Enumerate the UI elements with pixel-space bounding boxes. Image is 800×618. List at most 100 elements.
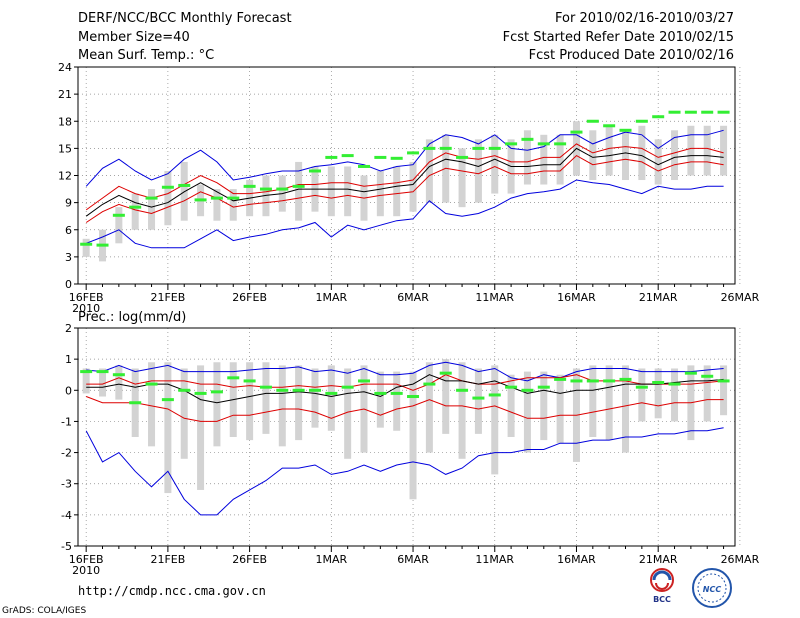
prec-observed-mark bbox=[505, 385, 518, 389]
temp-spread-box bbox=[622, 130, 629, 181]
prec-xtick-label: 21FEB bbox=[150, 553, 185, 566]
temp-spread-box bbox=[425, 139, 433, 203]
prec-observed-mark bbox=[341, 385, 354, 389]
temp-spread-box bbox=[523, 130, 531, 185]
prec-spread-box bbox=[311, 368, 319, 428]
temp-observed-mark bbox=[456, 155, 469, 159]
temp-spread-box bbox=[393, 166, 401, 217]
temp-ytick-label: 9 bbox=[65, 197, 72, 210]
prec-ytick-label: -4 bbox=[61, 509, 72, 522]
temp-ytick-label: 18 bbox=[58, 115, 72, 128]
prec-observed-mark bbox=[456, 388, 469, 392]
temp-xtick-label: 16FEB bbox=[69, 291, 104, 304]
prec-observed-mark bbox=[652, 381, 665, 384]
prec-observed-mark bbox=[635, 385, 648, 389]
temp-observed-mark bbox=[243, 184, 256, 188]
prec-xtick-label: 11MAR bbox=[475, 553, 514, 566]
temp-observed-mark bbox=[161, 185, 174, 189]
prec-observed-mark bbox=[243, 379, 256, 383]
temp-xtick-label: 21MAR bbox=[639, 291, 678, 304]
temp-observed-mark bbox=[374, 155, 387, 159]
temp-spread-box bbox=[295, 161, 303, 221]
temp-observed-mark bbox=[112, 213, 125, 217]
prec-observed-mark bbox=[668, 382, 681, 386]
temp-observed-mark bbox=[717, 110, 730, 114]
temp-observed-mark bbox=[96, 243, 109, 247]
temp-spread-box bbox=[491, 134, 499, 194]
prec-spread-box bbox=[393, 371, 401, 431]
prec-spread-box bbox=[671, 368, 679, 422]
temp-xtick-label: 6MAR bbox=[397, 291, 429, 304]
temp-xtick-label: 11MAR bbox=[475, 291, 514, 304]
temp-observed-mark bbox=[390, 156, 403, 160]
prec-series-max bbox=[86, 361, 724, 382]
prec-observed-mark bbox=[178, 388, 191, 392]
temp-spread-box bbox=[720, 125, 728, 176]
temp-ytick-label: 0 bbox=[65, 278, 72, 291]
ncc-logo-text: NCC bbox=[703, 585, 722, 594]
temp-ytick-label: 15 bbox=[58, 142, 72, 155]
prec-spread-box bbox=[622, 365, 629, 453]
prec-observed-mark bbox=[80, 370, 93, 374]
temp-observed-mark bbox=[619, 128, 632, 132]
prec-spread-box bbox=[278, 365, 286, 447]
prec-panel-title: Prec.: log(mm/d) bbox=[78, 310, 187, 325]
prec-observed-mark bbox=[554, 377, 567, 381]
temp-spread-box bbox=[589, 130, 597, 181]
prec-ytick-label: -2 bbox=[61, 447, 72, 460]
temp-spread-box bbox=[605, 125, 613, 176]
prec-spread-box bbox=[638, 368, 646, 422]
source-url[interactable]: http://cmdp.ncc.cma.gov.cn bbox=[78, 584, 266, 598]
temp-observed-mark bbox=[603, 124, 616, 128]
temp-observed-mark bbox=[439, 146, 452, 150]
prec-xtick-label: 26FEB bbox=[232, 553, 267, 566]
prec-series-min bbox=[85, 427, 724, 516]
temp-observed-mark bbox=[554, 142, 567, 146]
prec-spread-box bbox=[540, 371, 548, 441]
temp-observed-mark bbox=[358, 164, 371, 168]
temp-observed-mark bbox=[145, 196, 158, 200]
prec-year-label: 2010 bbox=[72, 564, 100, 577]
temp-observed-mark bbox=[308, 169, 321, 173]
prec-observed-mark bbox=[292, 388, 305, 392]
temp-series-upper bbox=[85, 143, 724, 211]
prec-observed-mark bbox=[194, 391, 207, 395]
temp-spread-box bbox=[654, 139, 662, 185]
chart-title: DERF/NCC/BCC Monthly Forecast bbox=[78, 11, 292, 26]
temp-observed-mark bbox=[570, 130, 583, 134]
temp-series-lower bbox=[85, 154, 724, 223]
prec-spread-box bbox=[703, 365, 711, 422]
prec-observed-mark bbox=[586, 379, 599, 383]
temp-ytick-label: 6 bbox=[65, 224, 72, 237]
temp-observed-mark bbox=[341, 154, 354, 158]
prec-observed-mark bbox=[488, 393, 501, 397]
temp-observed-mark bbox=[668, 110, 681, 114]
prec-spread-box bbox=[425, 362, 433, 453]
ncc-logo-icon: NCC bbox=[692, 568, 732, 608]
forecast-period: For 2010/02/16-2010/03/27 bbox=[555, 11, 734, 26]
prec-spread-box bbox=[507, 374, 515, 437]
prec-ytick-label: 0 bbox=[65, 384, 72, 397]
prec-series-lower bbox=[86, 396, 724, 422]
prec-spread-box bbox=[327, 365, 335, 431]
prec-observed-mark bbox=[96, 370, 109, 374]
temp-ytick-label: 24 bbox=[58, 61, 72, 74]
temp-spread-box bbox=[687, 125, 695, 176]
prec-xtick-label: 26MAR bbox=[721, 553, 760, 566]
temp-observed-mark bbox=[701, 110, 714, 114]
prec-observed-mark bbox=[276, 388, 289, 392]
temp-spread-box bbox=[115, 207, 123, 244]
prec-spread-box bbox=[654, 368, 662, 419]
temp-spread-box bbox=[474, 139, 482, 203]
prec-spread-box bbox=[720, 365, 728, 416]
prec-observed-mark bbox=[145, 382, 158, 386]
temp-ytick-label: 3 bbox=[65, 251, 72, 264]
temp-spread-box bbox=[703, 125, 711, 176]
temp-observed-mark bbox=[472, 146, 485, 150]
prec-xtick-label: 21MAR bbox=[639, 553, 678, 566]
prec-spread-box bbox=[344, 368, 352, 459]
prec-xtick-label: 16MAR bbox=[557, 553, 596, 566]
prec-ytick-label: 1 bbox=[65, 353, 72, 366]
prec-xtick-label: 16FEB bbox=[69, 553, 104, 566]
